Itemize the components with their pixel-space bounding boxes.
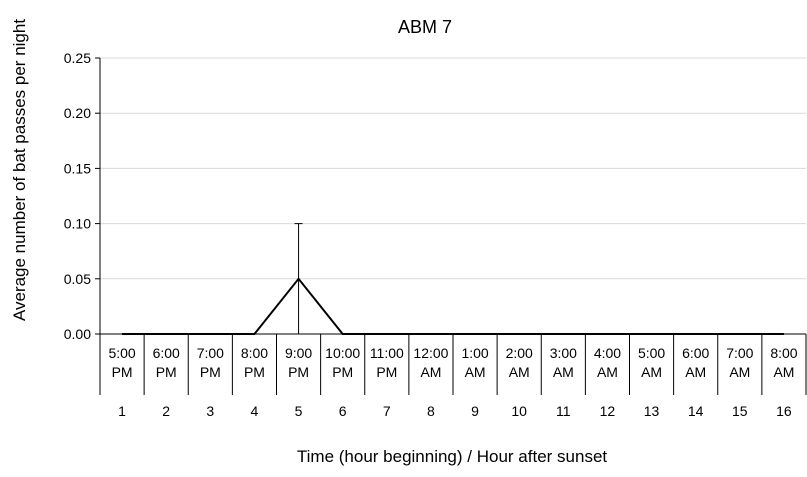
x-tick-hour-label: 13 <box>644 403 660 419</box>
x-tick-time-label: 8:00 <box>241 345 268 361</box>
x-tick-time-label: 1:00 <box>461 345 488 361</box>
y-axis: 0.00 0.05 0.10 0.15 0.20 0.25 <box>64 50 101 342</box>
x-tick-period-label: PM <box>112 364 133 380</box>
x-tick-period-label: AM <box>641 364 662 380</box>
chart-title: ABM 7 <box>398 17 452 37</box>
x-tick-hour-label: 1 <box>118 403 126 419</box>
x-tick-time-label: 5:00 <box>638 345 665 361</box>
x-tick-hour-label: 12 <box>600 403 616 419</box>
x-tick-hour-label: 10 <box>511 403 527 419</box>
gridlines <box>100 57 806 280</box>
x-tick-period-label: AM <box>420 364 441 380</box>
x-axis-label: Time (hour beginning) / Hour after sunse… <box>297 447 608 466</box>
x-tick-hour-label: 15 <box>732 403 748 419</box>
x-tick-period-label: PM <box>332 364 353 380</box>
x-tick-period-label: PM <box>200 364 221 380</box>
y-tick-label: 0.10 <box>64 216 91 232</box>
x-tick-period-label: PM <box>156 364 177 380</box>
x-tick-hour-label: 9 <box>471 403 479 419</box>
x-tick-time-label: 3:00 <box>550 345 577 361</box>
x-tick-time-label: 2:00 <box>506 345 533 361</box>
plot-area <box>122 223 784 335</box>
x-axis: 5:00 PM 1 6:00 PM 2 7:00 PM 3 8:00 PM 4 9:00 PM 5 10:00… <box>99 333 807 419</box>
x-tick-time-label: 6:00 <box>682 345 709 361</box>
x-tick-time-label: 9:00 <box>285 345 312 361</box>
x-tick-time-label: 8:00 <box>770 345 797 361</box>
x-tick-period-label: PM <box>288 364 309 380</box>
x-tick-period-label: AM <box>553 364 574 380</box>
x-tick-period-label: AM <box>685 364 706 380</box>
y-tick-label: 0.20 <box>64 105 91 121</box>
x-tick-period-label: AM <box>597 364 618 380</box>
y-tick-label: 0.00 <box>64 326 91 342</box>
x-tick-hour-label: 5 <box>295 403 303 419</box>
x-tick-time-label: 5:00 <box>108 345 135 361</box>
x-tick-time-label: 10:00 <box>325 345 360 361</box>
series-line <box>122 277 784 335</box>
x-tick-hour-label: 4 <box>251 403 259 419</box>
x-tick-hour-label: 2 <box>162 403 170 419</box>
x-tick-period-label: PM <box>376 364 397 380</box>
y-axis-label: Average number of bat passes per night <box>10 19 29 321</box>
x-tick-period-label: AM <box>465 364 486 380</box>
x-tick-hour-label: 16 <box>776 403 792 419</box>
x-tick-time-label: 4:00 <box>594 345 621 361</box>
x-tick-hour-label: 3 <box>206 403 214 419</box>
x-tick-period-label: AM <box>773 364 794 380</box>
x-tick-time-label: 12:00 <box>413 345 448 361</box>
x-tick-period-label: AM <box>509 364 530 380</box>
x-tick-hour-label: 7 <box>383 403 391 419</box>
x-tick-period-label: AM <box>729 364 750 380</box>
x-tick-time-label: 7:00 <box>197 345 224 361</box>
x-tick-hour-label: 8 <box>427 403 435 419</box>
x-tick-hour-label: 11 <box>556 403 571 419</box>
x-tick-time-label: 6:00 <box>153 345 180 361</box>
y-tick-label: 0.25 <box>64 50 91 66</box>
x-tick-hour-label: 6 <box>339 403 347 419</box>
x-tick-time-label: 7:00 <box>726 345 753 361</box>
x-tick-hour-label: 14 <box>688 403 704 419</box>
x-tick-time-label: 11:00 <box>370 345 404 361</box>
x-tick-period-label: PM <box>244 364 265 380</box>
y-tick-label: 0.15 <box>64 160 91 176</box>
y-tick-label: 0.05 <box>64 271 91 287</box>
